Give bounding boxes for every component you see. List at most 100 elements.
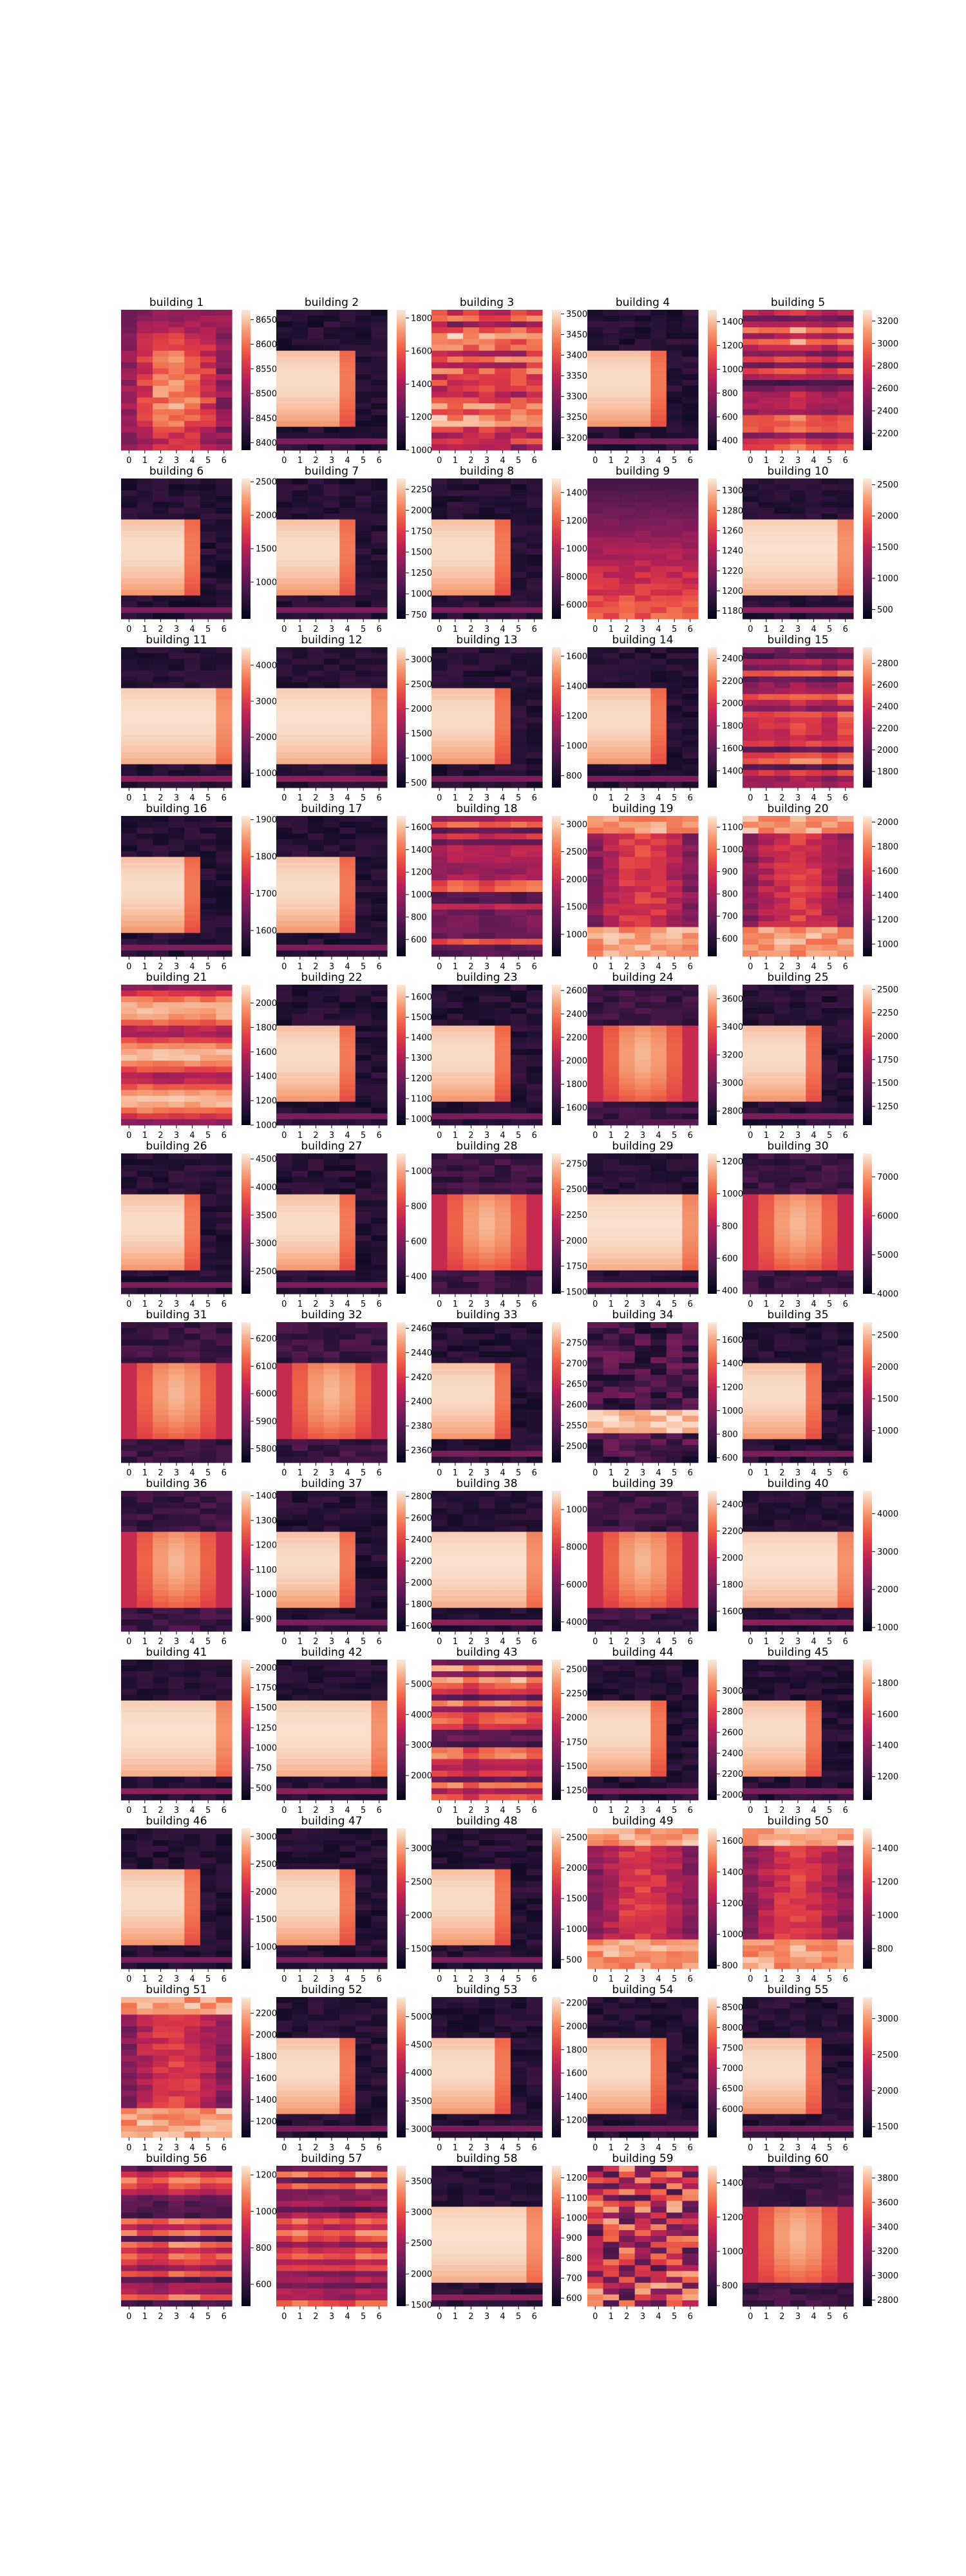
heatmap-cell [121, 1025, 138, 1032]
heatmap-cell [323, 665, 340, 671]
heatmap-cell [650, 589, 667, 596]
heatmap-cell [774, 380, 791, 386]
heatmap-cell [758, 507, 775, 515]
heatmap-cell [619, 356, 636, 363]
heatmap-cell [168, 699, 185, 706]
heatmap-cell [510, 421, 527, 428]
heatmap-cell [510, 345, 527, 352]
heatmap-cell [682, 892, 699, 898]
heatmap-cell [634, 1084, 651, 1091]
heatmap-cell [323, 816, 340, 822]
heatmap-cell [355, 1014, 372, 1021]
heatmap-cell [758, 944, 775, 951]
heatmap-cell [666, 496, 683, 502]
heatmap-cell [774, 752, 791, 759]
heatmap-cell [323, 1019, 340, 1027]
heatmap-cell [634, 589, 651, 596]
heatmap-cell [603, 1025, 620, 1032]
heatmap-cell [650, 898, 667, 904]
heatmap-cell [216, 362, 232, 369]
heatmap-cell [619, 345, 636, 352]
heatmap-cell [431, 682, 448, 689]
heatmap-cell [774, 432, 791, 439]
heatmap-cell [323, 670, 340, 677]
heatmap-cell [806, 513, 822, 520]
heatmap-cell [121, 868, 138, 875]
heatmap-cell [323, 694, 340, 701]
heatmap-cell [168, 1217, 185, 1224]
colorbar-tick-label: 2500 [877, 985, 898, 995]
x-tick-label: 3 [329, 793, 334, 803]
heatmap-cell [790, 1084, 806, 1091]
heatmap-cell [339, 927, 356, 934]
heatmap-cell [184, 572, 201, 579]
heatmap-cell [790, 362, 806, 369]
heatmap-cell [184, 583, 201, 591]
heatmap-cell [682, 775, 699, 782]
heatmap-cell [308, 350, 325, 357]
heatmap-cell [743, 409, 759, 416]
heatmap-cell [790, 694, 806, 701]
heatmap-cell [478, 1113, 495, 1120]
heatmap-cell [603, 1055, 620, 1061]
heatmap-cell [682, 1066, 699, 1073]
heatmap-cell [650, 659, 667, 665]
heatmap-cell [743, 525, 759, 532]
heatmap-cell [774, 1078, 791, 1085]
heatmap-cell [650, 536, 667, 544]
heatmap-cell [790, 1008, 806, 1015]
heatmap-cell [682, 362, 699, 369]
heatmap-cell [276, 578, 293, 585]
heatmap-cell [371, 839, 388, 846]
heatmap-cell [216, 1043, 232, 1050]
heatmap-cell [603, 833, 620, 840]
heatmap-cell [666, 880, 683, 887]
heatmap-cell [806, 746, 822, 753]
heatmap-cell [790, 316, 806, 322]
heatmap-cell [339, 851, 356, 858]
heatmap-cell [510, 862, 527, 869]
heatmap-title: building 10 [767, 465, 828, 478]
heatmap-cell [137, 764, 153, 771]
heatmap-panel: building 90 1 2 3 4 5 611801200122012401260128… [587, 465, 743, 634]
heatmap-cell [619, 607, 636, 614]
heatmap-cell [184, 1061, 201, 1067]
heatmap-cell [153, 659, 169, 665]
heatmap-cell [153, 723, 169, 730]
heatmap-cell [447, 478, 464, 485]
heatmap-cell [666, 374, 683, 381]
heatmap-cell [447, 321, 464, 328]
heatmap-cell [168, 944, 185, 951]
heatmap-cell [837, 595, 854, 602]
heatmap-cell [650, 851, 667, 858]
heatmap-cell [447, 601, 464, 608]
heatmap-cell [743, 601, 759, 608]
heatmap-cell [371, 1078, 388, 1085]
heatmap-cell [184, 432, 201, 439]
heatmap-cell [431, 345, 448, 352]
heatmap-cell [447, 950, 464, 957]
x-tick-label: 2 [158, 625, 163, 634]
heatmap-cell [526, 909, 543, 916]
heatmap-cell [216, 1019, 232, 1027]
heatmap-cell [790, 770, 806, 777]
heatmap-cell [603, 996, 620, 1003]
heatmap-cell [168, 898, 185, 904]
heatmap-cell [184, 333, 201, 340]
heatmap-cell [774, 490, 791, 497]
heatmap-cell [806, 904, 822, 910]
heatmap-cell [153, 502, 169, 509]
heatmap-cell [806, 822, 822, 828]
heatmap-cell [292, 770, 308, 777]
heatmap-cell [431, 409, 448, 416]
heatmap-cell [682, 566, 699, 573]
heatmap-cell [339, 828, 356, 834]
heatmap-cell [790, 874, 806, 881]
heatmap-cell [216, 560, 232, 567]
heatmap-cell [758, 1014, 775, 1021]
heatmap-cell [806, 647, 822, 654]
heatmap-cell [837, 746, 854, 753]
heatmap-cell [790, 670, 806, 677]
heatmap-cell [634, 560, 651, 567]
x-tick-label: 5 [516, 625, 521, 634]
